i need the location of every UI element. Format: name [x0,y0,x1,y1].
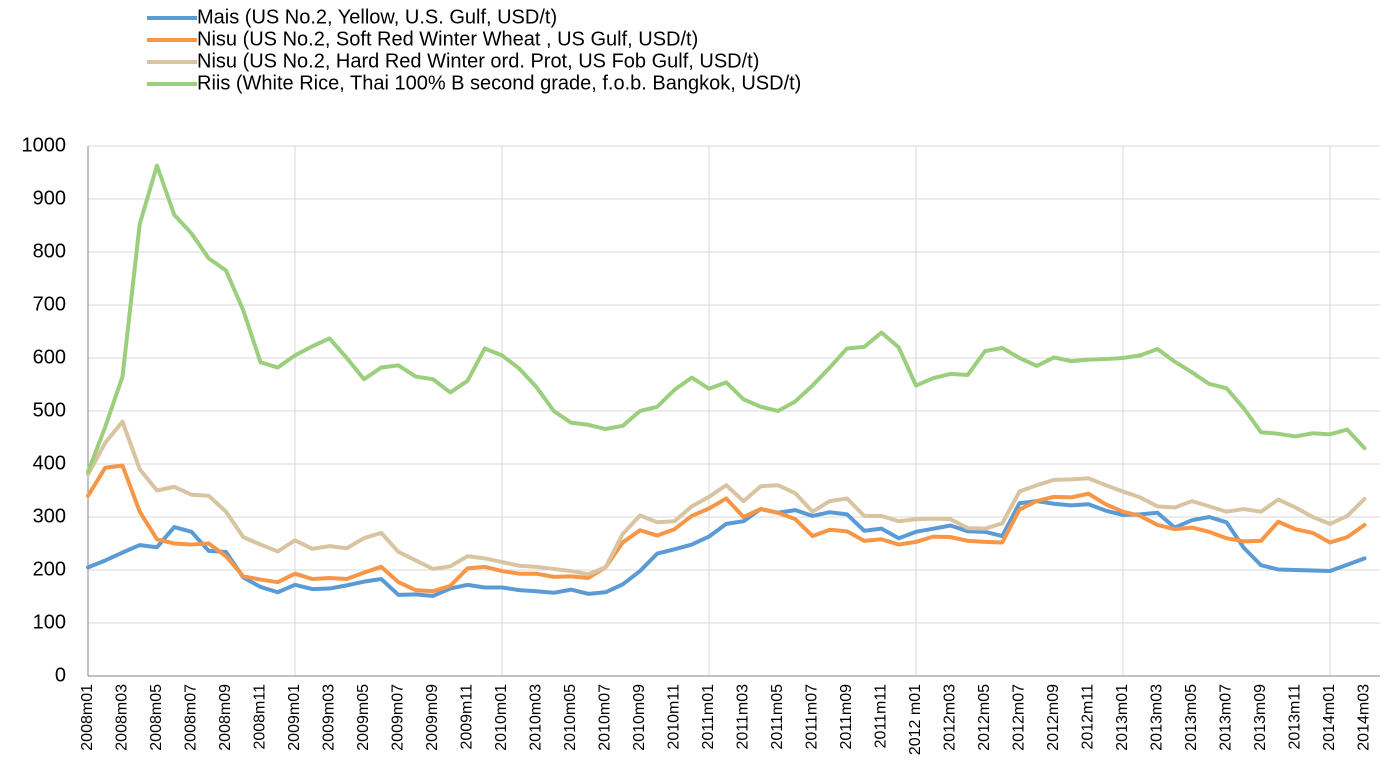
x-tick-label: 2010m11 [666,684,683,750]
x-tick-label: 2011m07 [804,684,821,750]
x-tick-label: 2013m03 [1149,684,1166,751]
y-tick-label: 400 [33,452,66,474]
x-tick-label: 2009m11 [459,684,476,750]
x-tick-label: 2013m11 [1287,684,1304,750]
x-tick-label: 2010m07 [597,684,614,751]
series-line [86,163,1367,474]
x-tick-label: 2009m05 [355,684,372,751]
series-line [86,463,1367,594]
y-tick-label: 500 [33,399,66,421]
x-tick-label: 2010m01 [493,684,510,751]
x-tick-label: 2008m01 [79,684,96,751]
x-tick-label: 2013m05 [1183,684,1200,751]
x-tick-label: 2011m03 [735,684,752,750]
y-tick-label: 0 [55,664,66,686]
x-tick-label: 2013m09 [1252,684,1269,751]
x-tick-label: 2012 m01 [907,684,924,755]
x-tick-label: 2008m05 [148,684,165,751]
legend-label: Nisu (US No.2, Hard Red Winter ord. Prot… [197,50,759,72]
x-tick-label: 2012m05 [976,684,993,751]
x-tick-label: 2012m11 [1080,684,1097,750]
y-tick-label: 800 [33,240,66,262]
legend-label: Mais (US No.2, Yellow, U.S. Gulf, USD/t) [197,6,557,28]
x-tick-label: 2014m01 [1321,684,1338,751]
x-tick-label: 2012m07 [1011,684,1028,751]
series-line [86,499,1367,598]
x-tick-label: 2011m09 [838,684,855,750]
x-tick-label: 2010m03 [528,684,545,751]
x-tick-label: 2008m03 [114,684,131,751]
x-tick-label: 2008m09 [217,684,234,751]
x-tick-label: 2009m09 [424,684,441,751]
x-tick-label: 2012m03 [942,684,959,751]
y-tick-label: 600 [33,346,66,368]
series-line [86,419,1367,577]
y-tick-label: 700 [33,293,66,315]
x-tick-label: 2014m03 [1356,684,1373,751]
x-tick-label: 2008m11 [252,684,269,750]
y-tick-label: 300 [33,505,66,527]
x-tick-label: 2008m07 [183,684,200,751]
x-tick-label: 2009m03 [321,684,338,751]
x-tick-label: 2012m09 [1045,684,1062,751]
x-tick-label: 2010m05 [562,684,579,751]
x-tick-label: 2010m09 [631,684,648,751]
x-tick-label: 2011m01 [700,684,717,750]
x-tick-label: 2013m01 [1114,684,1131,751]
y-tick-label: 900 [33,187,66,209]
x-tick-label: 2009m07 [390,684,407,751]
x-tick-label: 2011m11 [873,684,890,748]
y-tick-label: 200 [33,558,66,580]
legend-label: Riis (White Rice, Thai 100% B second gra… [197,72,801,94]
y-tick-label: 1000 [22,134,67,156]
x-tick-label: 2009m01 [286,684,303,751]
legend-label: Nisu (US No.2, Soft Red Winter Wheat , U… [197,28,698,50]
x-tick-label: 2013m07 [1218,684,1235,751]
x-tick-label: 2011m05 [769,684,786,750]
y-tick-label: 100 [33,611,66,633]
